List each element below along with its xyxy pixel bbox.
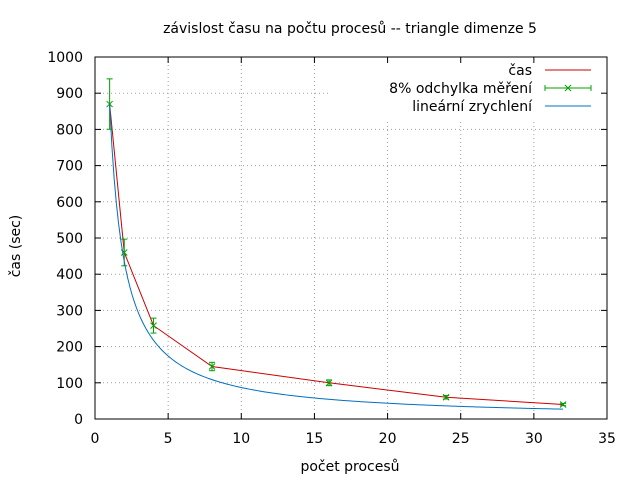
x-tick-label: 25: [452, 431, 470, 447]
x-tick-label: 30: [525, 431, 543, 447]
errorbar-point: [106, 78, 113, 130]
time-series-line: [109, 104, 564, 406]
point-marker: [208, 363, 216, 370]
errorbar-point: [150, 317, 157, 334]
y-tick-label: 900: [56, 86, 83, 102]
errorbar-point: [442, 393, 450, 401]
y-tick-label: 800: [56, 122, 83, 138]
y-tick-label: 400: [56, 267, 83, 283]
legend-label: čas: [508, 63, 532, 79]
chart-title: závislost času na počtu procesů -- trian…: [163, 21, 537, 37]
y-tick-label: 300: [56, 303, 83, 319]
plot-area: [106, 78, 567, 410]
y-tick-label: 100: [56, 376, 83, 392]
y-tick-label: 600: [56, 195, 83, 211]
x-tick-label: 15: [306, 431, 324, 447]
x-tick-label: 20: [379, 431, 397, 447]
errorbar-point: [208, 361, 216, 372]
x-tick-label: 0: [91, 431, 100, 447]
errorbar-point: [559, 401, 567, 408]
linear-speedup-curve: [109, 104, 564, 410]
point-marker: [106, 100, 113, 108]
x-tick-label: 5: [164, 431, 173, 447]
legend-label: 8% odchylka měření: [389, 81, 533, 97]
legend: čas 8% odchylka měření lineární zrychlení: [389, 63, 592, 115]
x-axis-label: počet procesů: [300, 459, 399, 475]
errorbar-point: [325, 379, 333, 387]
x-tick-label: 10: [232, 431, 250, 447]
y-tick-label: 1000: [47, 50, 83, 66]
y-tick-label: 700: [56, 159, 83, 175]
y-tick-label: 0: [74, 412, 83, 428]
x-tick-label: 35: [598, 431, 616, 447]
y-tick-label: 200: [56, 340, 83, 356]
point-marker: [150, 322, 157, 329]
point-marker: [325, 379, 333, 387]
point-marker: [559, 401, 567, 408]
axes: 0 100 200 300 400 500 600 700 800 900 1000 0 5 10 15 20…: [47, 50, 616, 447]
y-tick-label: 500: [56, 231, 83, 247]
y-axis-label: čas (sec): [8, 215, 24, 278]
legend-label: lineární zrychlení: [412, 99, 533, 115]
point-marker: [120, 249, 128, 256]
legend-marker: [564, 84, 572, 92]
grid: [95, 57, 607, 419]
point-marker: [442, 393, 450, 401]
